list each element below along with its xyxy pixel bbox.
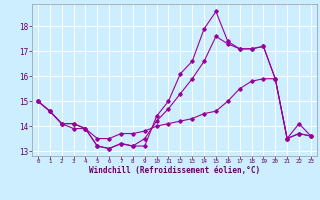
X-axis label: Windchill (Refroidissement éolien,°C): Windchill (Refroidissement éolien,°C): [89, 166, 260, 175]
